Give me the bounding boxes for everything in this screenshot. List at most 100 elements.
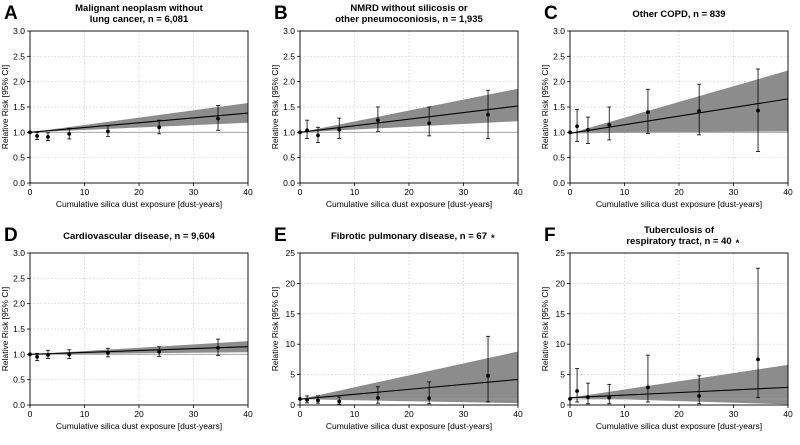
y-tick-label: 2.5 [13,273,25,283]
x-tick-label: 40 [513,409,523,419]
y-tick-label: 2.0 [13,299,25,309]
data-point [305,128,309,133]
data-point [697,109,702,113]
data-point [427,396,432,401]
y-tick-label: 0.5 [13,153,25,163]
x-tick-label: 10 [350,187,360,197]
y-tick-label: 1.0 [283,127,295,137]
y-tick-label: 0.0 [13,400,25,410]
data-point [46,352,50,357]
data-point [35,354,39,359]
data-point [157,125,162,130]
data-point [216,345,220,350]
x-tick-label: 30 [189,409,199,419]
panel-d: D Cardiovascular disease, n = 9,604 0 10 20 3… [0,225,253,431]
panel-title-line: Tuberculosis of [644,225,715,236]
y-tick-label: 3.0 [13,248,25,258]
confidence-band [300,351,518,404]
panel-title-line: Other COPD, n = 839 [632,9,725,20]
panel-title-line: Cardiovascular disease, n = 9,604 [63,231,216,242]
x-tick-label: 0 [28,187,33,197]
y-tick-label: 2.5 [13,51,25,61]
x-tick-label: 10 [620,187,630,197]
panel-title-line: lung cancer, n = 6,081 [90,14,189,25]
x-tick-label: 10 [80,409,90,419]
y-tick-label: 3.0 [553,26,565,36]
y-tick-label: 1.5 [553,102,565,112]
y-tick-label: 2.0 [283,77,295,87]
data-point [376,118,380,123]
x-tick-label: 30 [729,409,739,419]
data-point [316,133,320,138]
panel-title-line: Fibrotic pulmonary disease, n = 67 [331,231,487,242]
panel-letter: B [274,3,288,24]
y-tick-label: 0.0 [553,178,565,188]
data-point [106,129,110,134]
x-tick-label: 20 [134,187,144,197]
y-tick-label: 0.5 [283,153,295,163]
x-tick-label: 20 [674,187,684,197]
y-tick-label: 0 [290,400,295,410]
data-point [646,385,650,390]
x-axis-label: Cumulative silica dust exposure [dust-ye… [596,421,762,431]
panel-c: C Other COPD, n = 839 0 10 20 30 40 0.0 0.5 1.0 1.… [540,3,793,209]
y-tick-label: 1.5 [13,102,25,112]
y-tick-label: 3.0 [283,26,295,36]
data-point [67,131,72,136]
y-tick-label: 1.0 [13,127,25,137]
y-axis-label: Relative Risk [95% CI] [270,287,280,372]
y-tick-label: 0.0 [13,178,25,188]
data-point [106,350,110,355]
y-tick-label: 1.5 [283,102,295,112]
data-point [646,110,650,114]
data-point [756,108,760,113]
data-point [486,373,490,378]
panel-letter: F [544,225,556,246]
x-axis-label: Cumulative silica dust exposure [dust-ye… [326,421,492,431]
x-tick-label: 30 [459,187,469,197]
confidence-band [30,341,248,355]
data-point [305,397,309,402]
x-axis-label: Cumulative silica dust exposure [dust-ye… [56,199,222,209]
y-tick-label: 1.0 [553,127,565,137]
panel-letter: E [274,225,287,246]
y-tick-label: 5 [560,370,565,380]
y-tick-label: 1.5 [13,324,25,334]
trend-line [29,346,249,355]
data-point [486,112,490,117]
trend-line [569,386,789,399]
confidence-band [300,88,518,133]
y-tick-label: 20 [286,278,296,288]
x-tick-label: 0 [568,187,573,197]
panel-title-line: Malignant neoplasm without [75,3,204,14]
x-tick-label: 40 [513,187,523,197]
x-axis-label: Cumulative silica dust exposure [dust-ye… [326,199,492,209]
panel-title-line: other pneumoconiosis, n = 1,935 [335,14,483,25]
panel-letter: D [4,225,18,246]
x-tick-label: 30 [729,187,739,197]
significance-asterisk: * [491,233,495,244]
data-point [697,393,702,398]
data-point [575,389,579,393]
data-point [216,116,220,121]
y-tick-label: 0.5 [553,153,565,163]
x-tick-label: 40 [243,409,253,419]
panel-title-line: respiratory tract, n = 40 [626,236,731,247]
panel-e: E Fibrotic pulmonary disease, n = 67 * 0 10 2… [270,225,523,431]
x-tick-label: 40 [243,187,253,197]
data-point [316,398,320,403]
x-tick-label: 20 [404,409,414,419]
trend-line [29,112,249,133]
y-tick-label: 1.0 [13,349,25,359]
x-tick-label: 0 [568,409,573,419]
y-tick-label: 5 [290,370,295,380]
y-tick-label: 3.0 [13,26,25,36]
x-tick-label: 0 [298,187,303,197]
data-point [337,399,342,404]
y-tick-label: 2.0 [553,77,565,87]
data-point [427,121,432,126]
data-point [575,124,579,129]
